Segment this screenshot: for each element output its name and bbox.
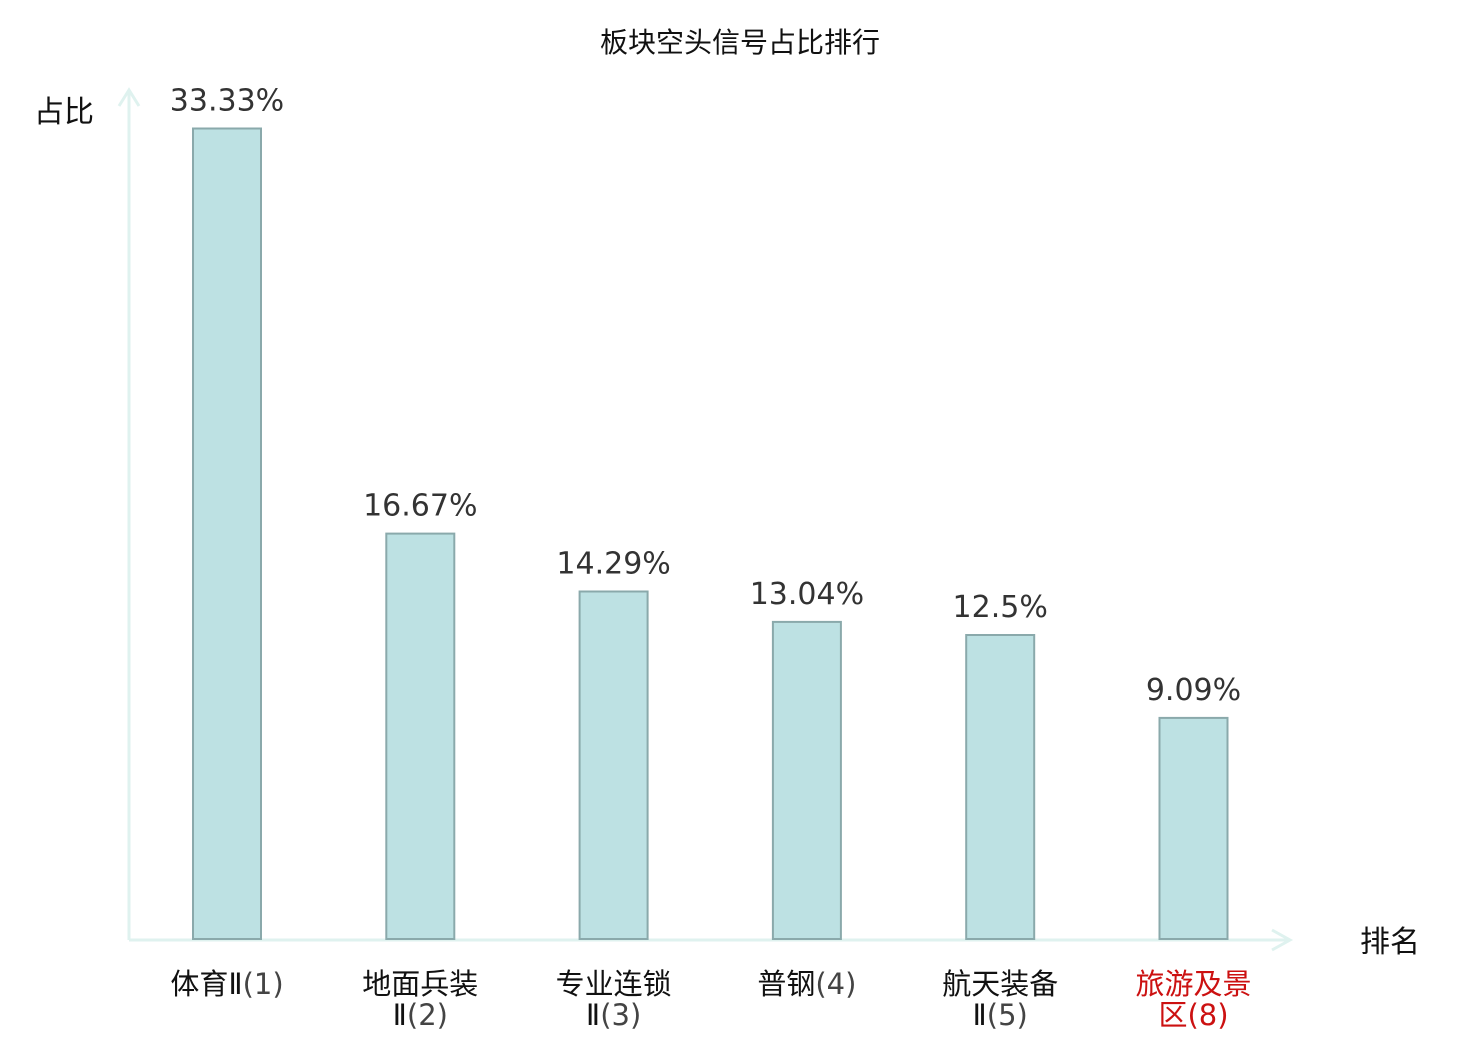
value-label-4: 13.04% — [750, 577, 864, 612]
category-name: Ⅱ — [973, 998, 987, 1032]
category-label-6-line-1: 旅游及景 — [1135, 967, 1251, 1001]
category-name: 普钢 — [757, 967, 815, 1001]
category-rank: (3) — [600, 998, 641, 1032]
category-rank: (1) — [243, 967, 284, 1001]
x-axis-arrow — [1271, 928, 1294, 952]
value-label-6: 9.09% — [1146, 673, 1241, 708]
category-name: 区 — [1158, 998, 1187, 1032]
bars — [192, 127, 1229, 941]
bar-3 — [578, 590, 649, 940]
value-label-3: 14.29% — [556, 547, 670, 582]
category-label-2-line-2: Ⅱ(2) — [393, 998, 448, 1032]
bar-2 — [385, 532, 456, 940]
category-name: Ⅱ — [586, 998, 600, 1032]
bar-1 — [192, 127, 262, 940]
bar-4 — [771, 620, 842, 941]
axes — [117, 87, 1294, 952]
y-axis-arrow — [117, 87, 141, 107]
value-label-5: 12.5% — [953, 590, 1048, 625]
category-label-5-line-2: Ⅱ(5) — [973, 998, 1028, 1032]
category-rank: (5) — [987, 998, 1028, 1032]
category-label-2-line-1: 地面兵装 — [362, 967, 478, 1001]
category-name: 专业连锁 — [556, 967, 672, 1001]
value-label-2: 16.67% — [363, 489, 477, 524]
category-label-5-line-1: 航天装备 — [942, 967, 1058, 1001]
bar-5 — [965, 634, 1036, 940]
category-label-3-line-2: Ⅱ(3) — [586, 998, 641, 1032]
category-rank: (8) — [1187, 998, 1228, 1032]
category-rank: (2) — [407, 998, 448, 1032]
bar-6 — [1158, 716, 1229, 941]
value-labels: 33.33% 16.67% 14.29% 13.04% 12.5% 9.09% — [170, 84, 1241, 708]
category-label-3-line-1: 专业连锁 — [556, 967, 672, 1001]
x-axis-label: 排名 — [1360, 925, 1420, 960]
category-name: 旅游及景 — [1135, 967, 1251, 1001]
category-name: 体育Ⅱ — [170, 967, 242, 1001]
y-axis-label: 占比 — [34, 95, 94, 130]
chart-title: 板块空头信号占比排行 — [600, 26, 880, 59]
category-label-4-line-1: 普钢(4) — [757, 967, 856, 1001]
category-label-6-line-2: 区(8) — [1158, 998, 1228, 1032]
category-name: 航天装备 — [942, 967, 1058, 1001]
value-label-1: 33.33% — [170, 84, 284, 119]
category-name: Ⅱ — [393, 998, 407, 1032]
category-name: 地面兵装 — [362, 967, 478, 1001]
category-rank: (4) — [815, 967, 856, 1001]
category-label-1-line-1: 体育Ⅱ(1) — [170, 967, 283, 1001]
